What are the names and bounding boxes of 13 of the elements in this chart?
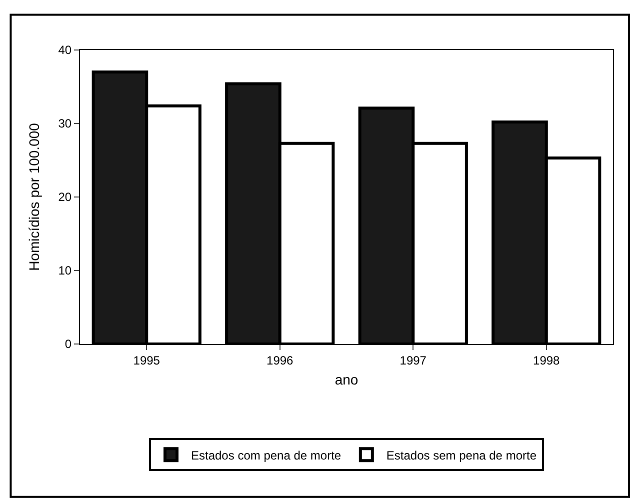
y-tick-label: 0	[64, 337, 72, 352]
x-tick-label: 1997	[400, 353, 427, 368]
legend-label: Estados sem pena de morte	[386, 448, 537, 462]
x-axis-title: ano	[334, 372, 358, 388]
y-tick-label: 30	[58, 116, 72, 131]
y-axis-title: Homicídios por 100.000	[26, 122, 42, 271]
y-tick-label: 20	[58, 190, 72, 204]
x-tick-label: 1998	[533, 353, 560, 368]
x-tick-label: 1995	[133, 353, 160, 368]
x-tick-label: 1996	[266, 353, 294, 368]
y-tick-label: 10	[58, 264, 72, 278]
legend-label: Estados com pena de morte	[191, 448, 342, 462]
y-tick-label: 40	[58, 43, 72, 58]
